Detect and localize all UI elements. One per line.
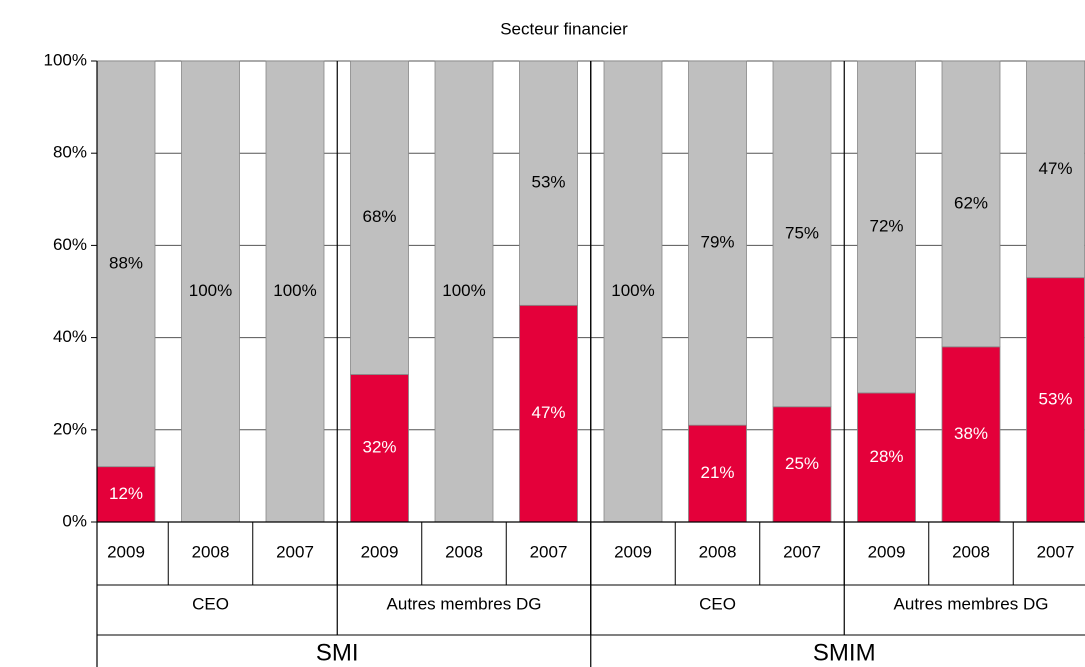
y-tick-label: 100%: [44, 50, 87, 69]
data-label: 53%: [531, 173, 565, 192]
data-label: 100%: [273, 281, 316, 300]
x-tick-label: 2007: [276, 542, 314, 561]
x-tick-label: 2009: [868, 542, 906, 561]
bar-segment: [96, 60, 156, 468]
group-label: Autres membres DG: [387, 594, 542, 613]
data-label: 32%: [362, 438, 396, 457]
data-label: 79%: [700, 233, 734, 252]
data-label: 21%: [700, 463, 734, 482]
bar-segment: [519, 60, 578, 306]
data-label: 100%: [611, 281, 654, 300]
data-label: 62%: [954, 193, 988, 212]
data-label: 28%: [869, 447, 903, 466]
group-label: Autres membres DG: [894, 594, 1049, 613]
group-label: SMIM: [813, 639, 876, 666]
chart-title: Secteur financier: [500, 19, 628, 38]
y-tick-label: 20%: [53, 419, 87, 438]
data-label: 88%: [109, 253, 143, 272]
bar-segment: [181, 60, 240, 523]
bar-segment: [350, 374, 409, 523]
bar-segment: [1026, 277, 1085, 523]
data-label: 47%: [531, 403, 565, 422]
y-tick-label: 40%: [53, 327, 87, 346]
x-tick-label: 2007: [783, 542, 821, 561]
x-tick-label: 2009: [107, 542, 145, 561]
data-label: 38%: [954, 424, 988, 443]
data-label: 53%: [1038, 389, 1072, 408]
x-tick-label: 2008: [445, 542, 483, 561]
x-tick-label: 2007: [1037, 542, 1075, 561]
data-label: 75%: [785, 223, 819, 242]
x-tick-label: 2008: [952, 542, 990, 561]
bar-segment: [688, 424, 747, 523]
data-label: 100%: [442, 281, 485, 300]
x-tick-label: 2008: [192, 542, 230, 561]
bar-segment: [519, 304, 578, 523]
bar-segment: [265, 60, 325, 523]
x-tick-label: 2008: [699, 542, 737, 561]
x-tick-label: 2009: [614, 542, 652, 561]
bar-segment: [688, 60, 747, 426]
data-label: 100%: [189, 281, 232, 300]
bar-segment: [941, 346, 1001, 523]
data-label: 72%: [869, 216, 903, 235]
y-tick-label: 80%: [53, 143, 87, 162]
y-tick-label: 60%: [53, 235, 87, 254]
bar-segment: [350, 60, 409, 375]
bar-segment: [603, 60, 663, 523]
data-label: 47%: [1038, 159, 1072, 178]
data-label: 25%: [785, 454, 819, 473]
bar-segment: [772, 60, 832, 408]
data-label: 68%: [362, 207, 396, 226]
group-label: CEO: [699, 594, 736, 613]
y-tick-label: 0%: [62, 511, 87, 530]
x-tick-label: 2007: [530, 542, 568, 561]
bar-segment: [857, 60, 916, 394]
bar-segment: [434, 60, 494, 523]
group-label: SMI: [316, 639, 359, 666]
bar-segment: [96, 466, 156, 523]
group-label: CEO: [192, 594, 229, 613]
x-tick-label: 2009: [361, 542, 399, 561]
data-label: 12%: [109, 484, 143, 503]
bar-segment: [1026, 60, 1085, 279]
bar-segment: [941, 60, 1001, 348]
